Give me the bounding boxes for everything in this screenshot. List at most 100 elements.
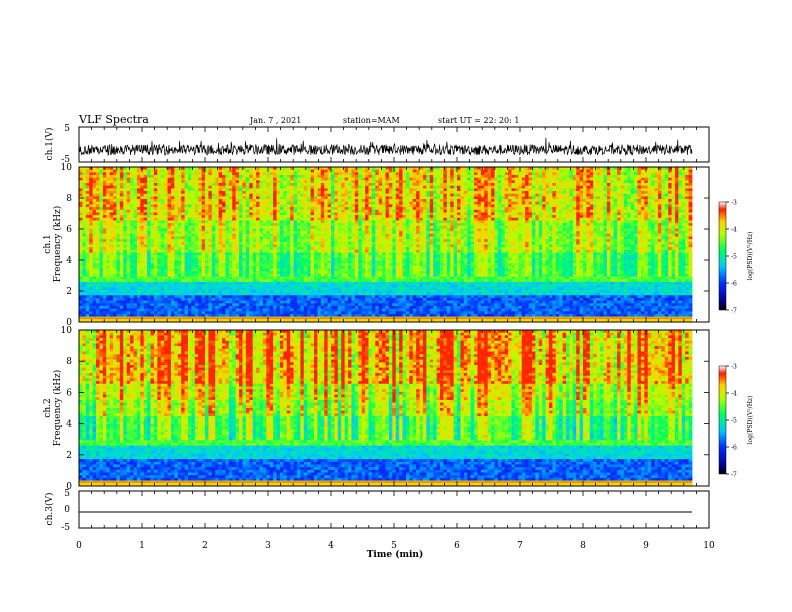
spectrogram-cell bbox=[276, 167, 281, 171]
spectrogram-cell bbox=[552, 183, 557, 187]
spectrogram-cell bbox=[688, 196, 693, 200]
spectrogram-cell bbox=[256, 228, 260, 232]
spectrogram-cell bbox=[109, 185, 114, 189]
spectrogram-cell bbox=[654, 220, 659, 224]
spectrogram-cell bbox=[555, 183, 560, 187]
spectrogram-cell bbox=[245, 225, 250, 229]
spectrogram-cell bbox=[378, 188, 383, 192]
spectrogram-cell bbox=[416, 207, 420, 211]
spectrogram-cell bbox=[222, 188, 226, 192]
spectrogram-cell bbox=[92, 183, 97, 187]
spectrogram-cell bbox=[623, 177, 628, 181]
spectrogram-cell bbox=[344, 209, 349, 213]
spectrogram-cell bbox=[337, 231, 342, 235]
spectrogram-cell bbox=[552, 196, 557, 200]
spectrogram-cell bbox=[222, 169, 226, 173]
spectrogram-cell bbox=[378, 183, 383, 187]
spectrogram-cell bbox=[99, 172, 104, 176]
spectrogram-cell bbox=[89, 209, 94, 213]
spectrogram-cell bbox=[201, 167, 206, 171]
spectrogram-cell bbox=[242, 233, 247, 237]
spectrogram-cell bbox=[681, 209, 686, 213]
spectrogram-cell bbox=[85, 207, 90, 211]
spectrogram-cell bbox=[525, 193, 529, 197]
spectrogram-cell bbox=[637, 236, 642, 240]
spectrogram-cell bbox=[177, 212, 182, 216]
start-time-label: start UT = 22: 20: 1 bbox=[438, 116, 519, 125]
spectrogram-cell bbox=[242, 209, 247, 213]
spectrogram-cell bbox=[181, 191, 185, 195]
spectrogram-cell bbox=[671, 236, 676, 240]
spectrogram-cell bbox=[300, 191, 305, 195]
spectrogram-cell bbox=[671, 212, 676, 216]
spectrogram-cell bbox=[497, 217, 502, 221]
spectrogram-cell bbox=[664, 231, 669, 235]
spectrogram-cell bbox=[634, 212, 638, 216]
spectrogram-cell bbox=[157, 196, 162, 200]
spectrogram-cell bbox=[109, 175, 114, 179]
spectrogram-cell bbox=[412, 233, 417, 237]
spectrogram-cell bbox=[123, 180, 128, 184]
spectrogram-cell bbox=[259, 199, 264, 203]
spectrogram-cell bbox=[405, 180, 410, 184]
spectrogram-cell bbox=[535, 175, 540, 179]
spectrogram-cell bbox=[368, 233, 373, 237]
spectrogram-cell bbox=[99, 183, 104, 187]
spectrogram-cell bbox=[528, 183, 533, 187]
spectrogram-cell bbox=[249, 191, 254, 195]
spectrogram-cell bbox=[310, 212, 315, 216]
spectrogram-cell bbox=[92, 228, 97, 232]
spectrogram-cell bbox=[361, 201, 366, 205]
spectrogram-cell bbox=[341, 239, 346, 243]
spectrogram-cell bbox=[623, 175, 628, 179]
spectrogram-cell bbox=[497, 228, 502, 232]
spectrogram-cell bbox=[402, 231, 407, 235]
spectrogram-cell bbox=[222, 207, 226, 211]
spectrogram-cell bbox=[569, 188, 574, 192]
spectrogram-cell bbox=[92, 172, 97, 176]
spectrogram-cell bbox=[637, 231, 642, 235]
spectrogram-cell bbox=[651, 217, 655, 221]
spectrogram-cell bbox=[198, 209, 202, 213]
spectrogram-cell bbox=[150, 185, 155, 189]
spectrogram-cell bbox=[290, 185, 294, 189]
spectrogram-cell bbox=[443, 239, 448, 243]
spectrogram-cell bbox=[514, 233, 519, 237]
spectrogram-cell bbox=[262, 236, 267, 240]
spectrogram-cell bbox=[313, 231, 318, 235]
spectrogram-cell bbox=[235, 209, 240, 213]
spectrogram-cell bbox=[644, 220, 649, 224]
spectrogram-cell bbox=[331, 196, 335, 200]
spectrogram-cell bbox=[623, 236, 628, 240]
spectrogram-cell bbox=[313, 220, 318, 224]
spectrogram-cell bbox=[504, 191, 509, 195]
spectrogram-cell bbox=[106, 223, 111, 227]
spectrogram-cell bbox=[480, 193, 485, 197]
spectrogram-cell bbox=[409, 177, 414, 181]
spectrogram-cell bbox=[484, 191, 489, 195]
spectrogram-cell bbox=[259, 239, 264, 243]
spectrogram-cell bbox=[477, 188, 482, 192]
spectrogram-cell bbox=[184, 191, 189, 195]
spectrogram-cell bbox=[511, 177, 516, 181]
spectrogram-cell bbox=[395, 207, 400, 211]
spectrogram-cell bbox=[579, 177, 584, 181]
spectrogram-cell bbox=[497, 193, 502, 197]
spectrogram-cell bbox=[562, 191, 567, 195]
spectrogram-cell bbox=[310, 236, 315, 240]
spectrogram-cell bbox=[685, 228, 689, 232]
spectrogram-cell bbox=[273, 201, 277, 205]
spectrogram-cell bbox=[354, 225, 359, 229]
spectrogram-cell bbox=[562, 199, 567, 203]
spectrogram-cell bbox=[371, 177, 376, 181]
spectrogram-cell bbox=[348, 201, 352, 205]
spectrogram-cell bbox=[640, 177, 645, 181]
spectrogram-cell bbox=[208, 231, 213, 235]
spectrogram-cell bbox=[133, 207, 138, 211]
spectrogram-cell bbox=[123, 201, 128, 205]
spectrogram-cell bbox=[130, 188, 134, 192]
spectrogram-cell bbox=[341, 172, 346, 176]
spectrogram-cell bbox=[388, 177, 393, 181]
spectrogram-cell bbox=[313, 228, 318, 232]
spectrogram-cell bbox=[678, 196, 683, 200]
